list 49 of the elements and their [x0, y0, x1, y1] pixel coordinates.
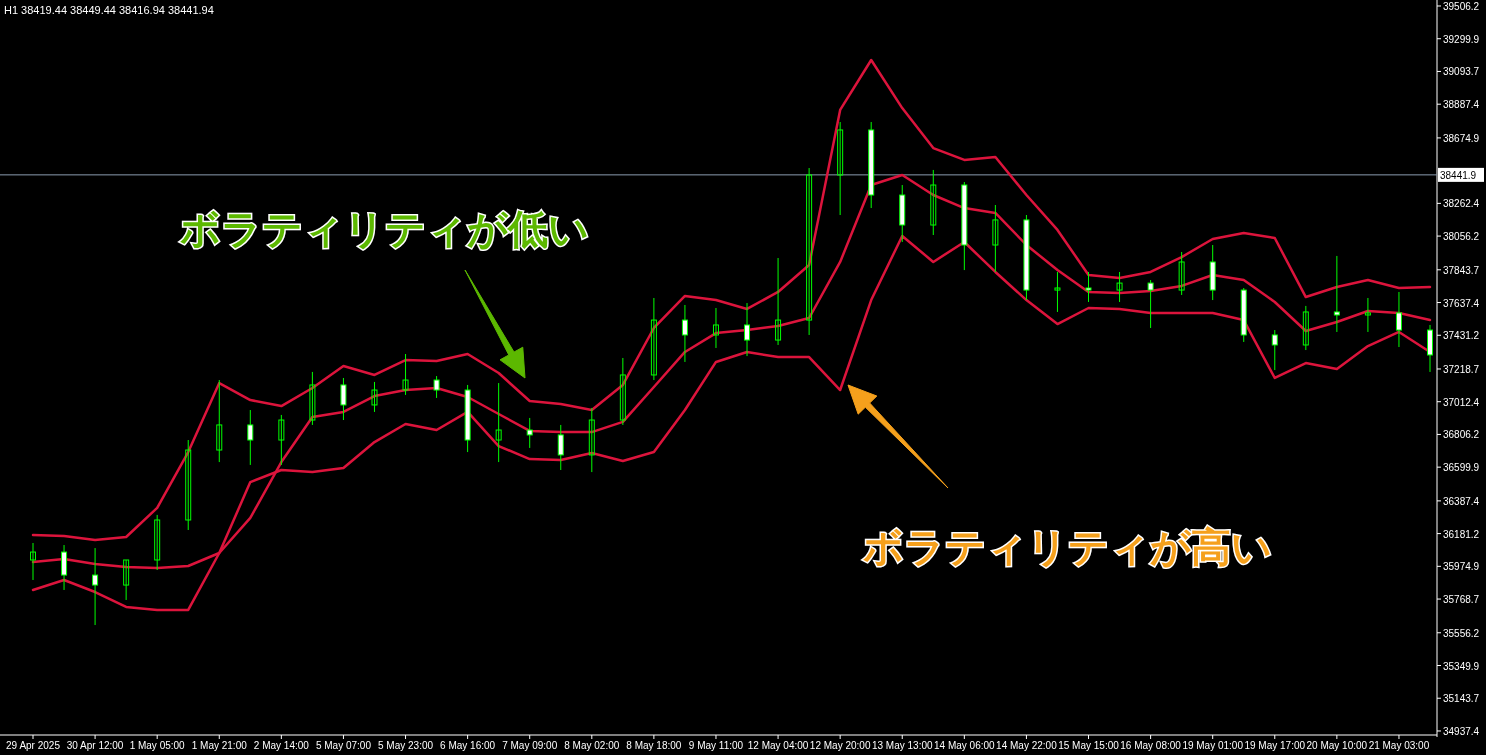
y-tick-label: 36387.4 — [1443, 495, 1480, 507]
annotation: ボラティリティが低い — [180, 207, 589, 251]
y-tick-label: 38056.2 — [1443, 231, 1480, 243]
y-tick-label: 39093.7 — [1443, 66, 1480, 78]
x-tick-label: 20 May 10:00 — [1306, 740, 1368, 751]
x-tick-label: 9 May 11:00 — [688, 740, 744, 751]
y-tick-label: 35556.2 — [1443, 627, 1480, 639]
y-tick-label: 37431.2 — [1443, 330, 1480, 342]
x-tick-label: 7 May 09:00 — [502, 740, 558, 751]
x-tick-label: 14 May 06:00 — [934, 740, 996, 751]
x-tick-label: 8 May 02:00 — [564, 740, 620, 751]
x-tick-label: 8 May 18:00 — [626, 740, 682, 751]
annotation: H1 38419.44 38449.44 38416.94 38441.94 — [4, 4, 214, 16]
y-tick-label: 39506.2 — [1443, 1, 1480, 12]
y-tick-label: 38262.4 — [1443, 198, 1480, 210]
y-tick-label: 36181.2 — [1443, 528, 1480, 540]
y-tick-label: 37637.4 — [1443, 297, 1480, 309]
x-tick-label: 19 May 17:00 — [1244, 740, 1306, 751]
y-tick-label: 37218.7 — [1443, 363, 1480, 375]
y-tick-label: 36806.2 — [1443, 429, 1480, 441]
x-tick-label: 13 May 13:00 — [871, 740, 933, 751]
x-tick-label: 19 May 01:00 — [1182, 740, 1244, 751]
y-tick-label: 34937.4 — [1443, 725, 1480, 737]
x-tick-label: 5 May 23:00 — [378, 740, 434, 751]
ref-line-label: 38441.9 — [1440, 169, 1477, 181]
x-tick-label: 1 May 21:00 — [191, 740, 248, 751]
x-tick-label: 29 Apr 2025 — [6, 740, 61, 751]
y-tick-label: 35143.7 — [1443, 693, 1480, 705]
x-tick-label: 14 May 22:00 — [996, 740, 1058, 751]
y-tick-label: 35768.7 — [1443, 594, 1480, 606]
x-tick-label: 5 May 07:00 — [315, 740, 372, 751]
y-tick-label: 38674.9 — [1443, 132, 1480, 144]
x-tick-label: 21 May 03:00 — [1368, 740, 1430, 751]
x-tick-label: 30 Apr 12:00 — [66, 740, 124, 751]
y-tick-label: 36599.9 — [1443, 462, 1480, 474]
y-tick-label: 35974.9 — [1443, 561, 1480, 573]
y-tick-label: 39299.9 — [1443, 33, 1480, 45]
x-tick-label: 2 May 14:00 — [253, 740, 310, 751]
x-tick-label: 1 May 05:00 — [129, 740, 186, 751]
x-tick-label: 6 May 16:00 — [440, 740, 496, 751]
y-tick-label: 38887.4 — [1443, 99, 1480, 111]
y-tick-label: 37843.7 — [1443, 264, 1480, 276]
annotation: ボラティリティが高い — [863, 525, 1272, 569]
x-tick-label: 15 May 15:00 — [1058, 740, 1120, 751]
x-tick-label: 12 May 20:00 — [809, 740, 871, 751]
y-tick-label: 37012.4 — [1443, 396, 1480, 408]
y-tick-label: 35349.9 — [1443, 660, 1480, 672]
x-tick-label: 12 May 04:00 — [747, 740, 809, 751]
x-tick-label: 16 May 08:00 — [1120, 740, 1182, 751]
